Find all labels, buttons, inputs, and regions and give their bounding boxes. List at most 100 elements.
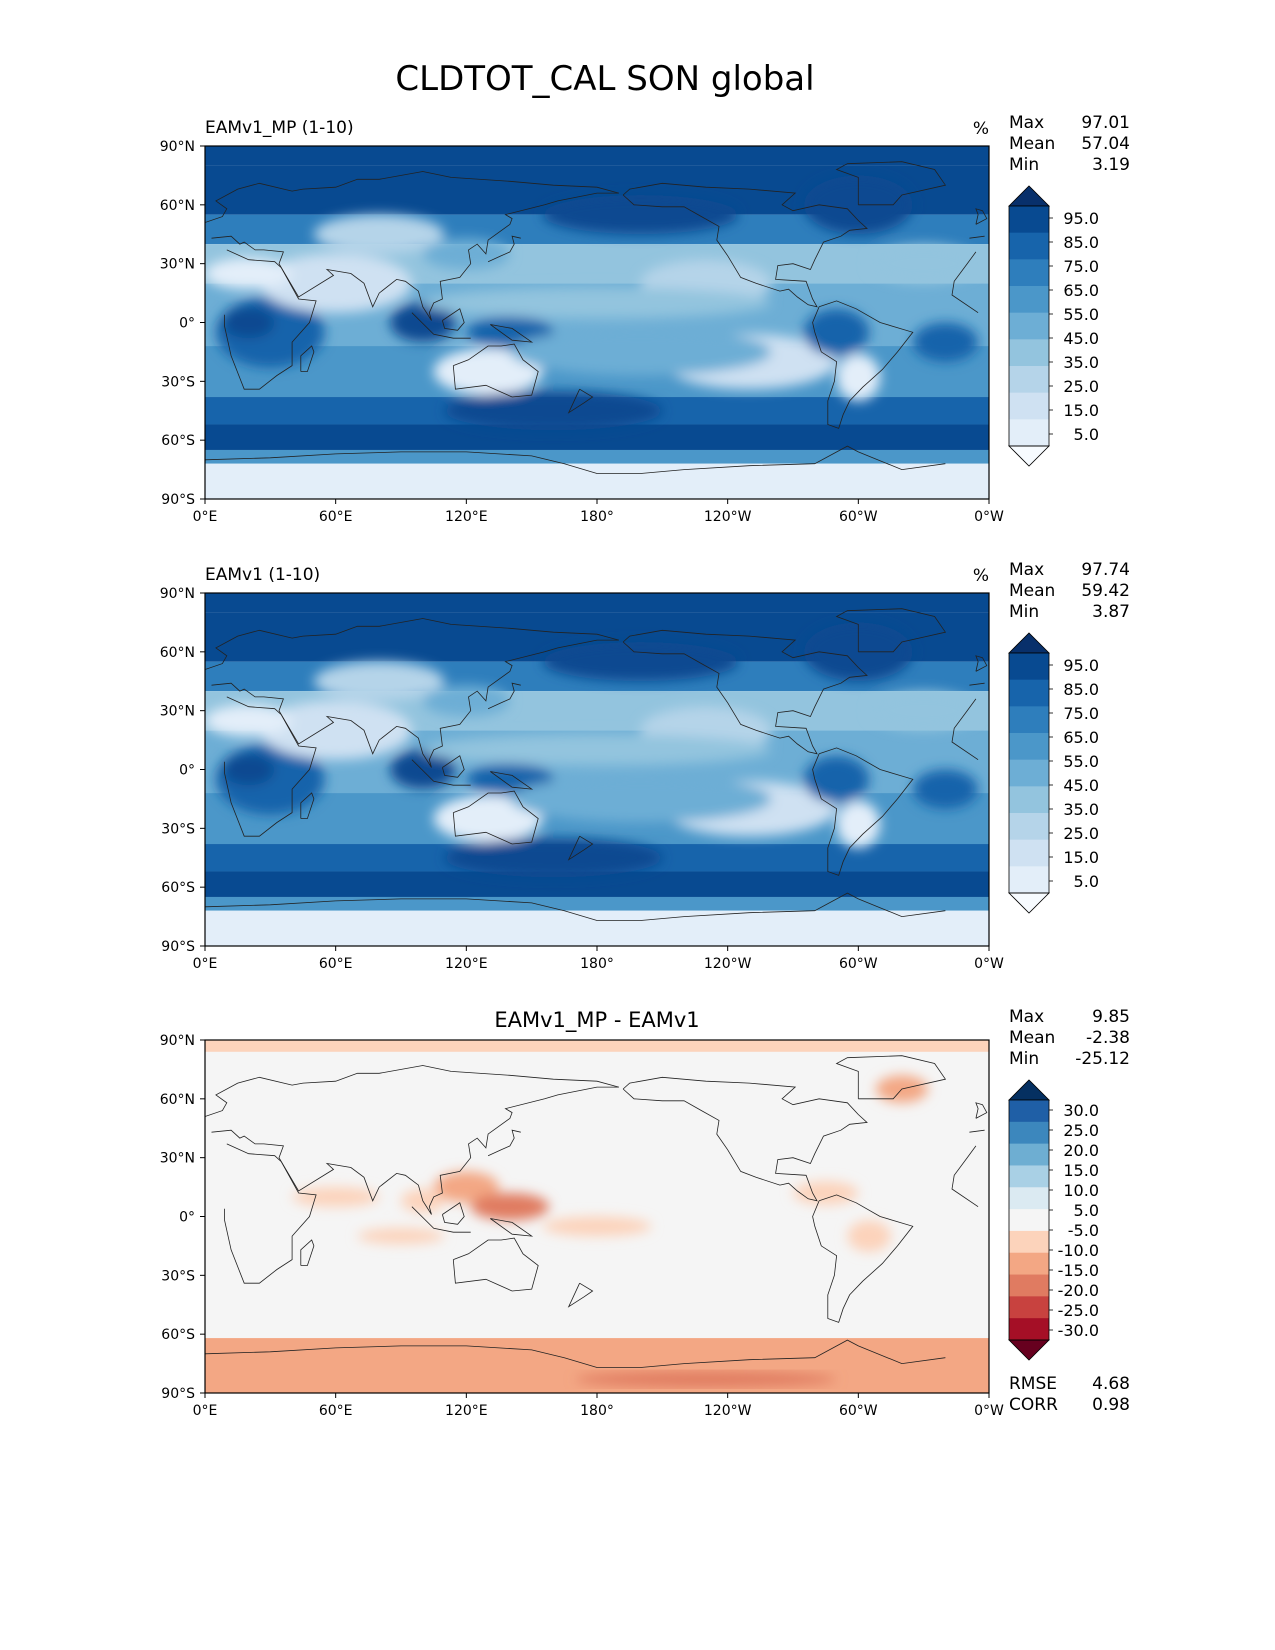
colorbar-extend-min [1008,892,1050,914]
footer-stat-value: 4.68 [1092,1374,1130,1394]
y-tick-label: 30°N [160,704,195,720]
colorbar-segment [1009,866,1049,894]
stat-value: 3.19 [1092,155,1130,175]
colorbar-segment [1009,813,1049,841]
colorbar-tick-label: 25.0 [1063,824,1099,843]
colorbar-segment [1009,312,1049,340]
coastline [205,1065,619,1117]
colorbar-segment [1009,339,1049,367]
coastline [835,161,947,206]
coastline [300,792,315,819]
field-region [575,1371,837,1388]
coastline [487,682,521,710]
x-tick-label: 120°E [445,509,488,525]
coastline [835,608,947,653]
map-1: 90°N 60°N 30°N 0° 30°S 60°S 90°S0°E 60°E 120°E 18… [160,118,1004,525]
colorbar-tick-label: 85.0 [1063,233,1099,252]
colorbar-frame [1008,652,1050,894]
field-region [390,749,456,790]
colorbar-segment [1009,1252,1049,1276]
x-tick-label: 60°W [839,1403,878,1419]
field-region [542,195,739,235]
coastline [300,1239,315,1266]
colorbar-tick-label: 35.0 [1063,800,1099,819]
stat-value: 57.04 [1081,134,1130,154]
y-tick-label: 60°N [160,645,195,661]
coastline [205,171,619,223]
colorbar-extend-max [1008,185,1050,207]
field-band [205,896,989,911]
colorbar-segment [1009,653,1049,681]
colorbar-tick-label: 10.0 [1063,1181,1099,1200]
stat-value: -25.12 [1075,1049,1130,1069]
panel-title: EAMv1_MP (1-10) [205,118,354,138]
coastline [442,755,465,778]
field-band [205,146,989,166]
x-tick-label: 120°W [704,1403,752,1419]
colorbar-segment [1009,1318,1049,1341]
colorbar-tick-label: -30.0 [1058,1321,1099,1340]
coastline [622,1076,868,1202]
coastline [442,308,465,331]
coastline [490,324,534,343]
coastline [812,747,914,876]
field-band [205,1338,989,1393]
field-band [205,910,989,946]
field-region [313,214,445,254]
colorbar-segment [1009,1296,1049,1319]
field-region [470,1192,550,1221]
colorbar-extend-min [1008,445,1050,467]
colorbar-segment [1009,786,1049,814]
x-tick-label: 120°E [445,1403,488,1419]
stat-label: Min [1009,155,1039,175]
x-tick-label: 180° [580,956,614,972]
coastline [211,639,985,768]
colorbar: 95.0 85.0 75.0 65.0 55.0 45.0 35.0 25.0 15.0 5.0 [1008,185,1099,467]
x-tick-label: 180° [580,1403,614,1419]
colorbar-segment [1009,286,1049,314]
field-region [433,347,543,396]
coastline [487,235,521,263]
coastline [205,618,619,670]
colorbar-tick-label: 25.0 [1063,1121,1099,1140]
colorbar-frame [1008,1099,1050,1341]
coastline [452,343,539,398]
y-tick-label: 90°S [161,492,195,508]
stat-label: Min [1009,602,1039,622]
y-tick-label: 30°S [161,374,195,390]
y-tick-label: 90°N [160,139,195,155]
field-region [912,769,979,809]
field-region [259,700,412,760]
colorbar-tick-label: 65.0 [1063,281,1099,300]
stat-value: 97.74 [1081,560,1130,580]
coastline [211,192,985,321]
field-band [205,871,989,897]
x-tick-label: 60°W [839,956,878,972]
field-band [205,424,989,450]
coastline [205,445,946,474]
colorbar-tick-label: 20.0 [1063,1141,1099,1160]
stat-value: -2.38 [1086,1028,1130,1048]
y-tick-label: 0° [179,763,195,779]
panel-title: EAMv1_MP - EAMv1 [494,1008,699,1033]
x-tick-label: 60°E [319,1403,353,1419]
map-3: 90°N 60°N 30°N 0° 30°S 60°S 90°S0°E 60°E 120°E 18… [160,1008,1004,1419]
stat-label: Max [1009,1007,1044,1027]
field-region [444,838,663,878]
x-tick-label: 180° [580,509,614,525]
colorbar-tick-label: 5.0 [1074,872,1099,891]
field-region [509,775,772,823]
field-region [869,691,979,731]
coastline [490,771,534,790]
field-band [205,1040,989,1052]
x-tick-label: 0°E [193,956,218,972]
x-tick-label: 0°E [193,509,218,525]
colorbar-segment [1009,1230,1049,1254]
coastline [490,1218,534,1237]
field-region [222,306,275,339]
colorbar-tick-label: -25.0 [1058,1301,1099,1320]
colorbar-segment [1009,419,1049,447]
y-tick-label: 30°N [160,1151,195,1167]
coastline [224,696,979,837]
